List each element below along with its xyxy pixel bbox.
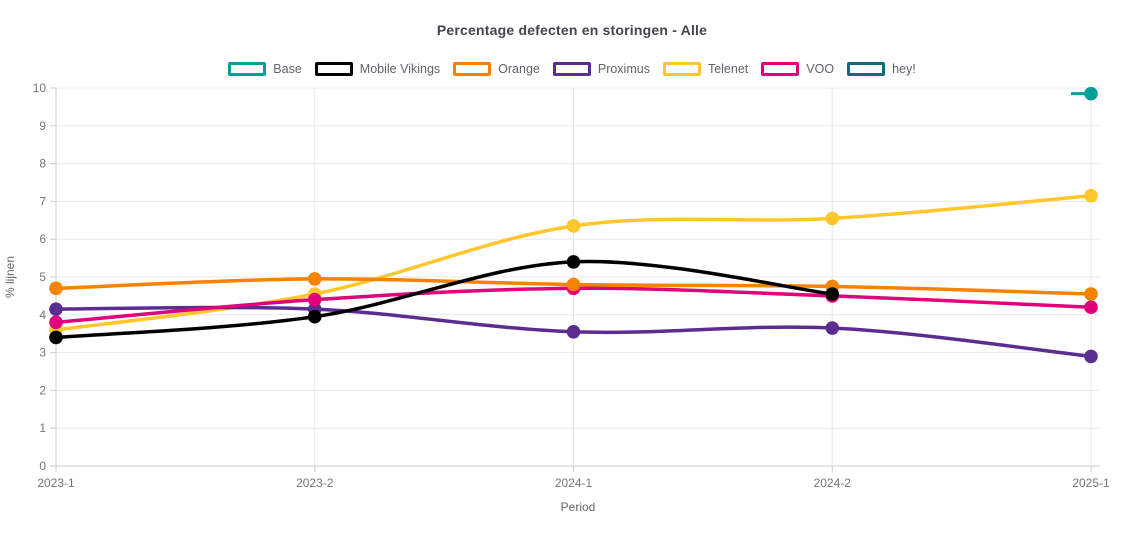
legend-label: Base: [273, 62, 302, 76]
y-axis-tick-label: 2: [39, 383, 46, 397]
legend-item-telenet[interactable]: Telenet: [662, 62, 749, 76]
y-axis-tick-label: 4: [39, 308, 46, 322]
legend-swatch-icon: [453, 62, 492, 76]
data-point-proximus-2023-1[interactable]: [49, 302, 63, 316]
legend-item-orange[interactable]: Orange: [453, 62, 540, 76]
data-point-mobile-vikings-2024-1[interactable]: [566, 255, 581, 269]
data-point-telenet-2024-2[interactable]: [825, 211, 840, 226]
legend-label: VOO: [806, 62, 835, 76]
legend-label: hey!: [892, 62, 916, 76]
y-axis-tick-label: 6: [39, 232, 46, 246]
chart-title: Percentage defecten en storingen - Alle: [436, 22, 708, 38]
legend-label: Proximus: [597, 62, 650, 76]
x-axis-tick-label: 2025-1: [1072, 476, 1110, 490]
data-point-proximus-2024-1[interactable]: [566, 325, 581, 339]
chart-legend: Base Mobile Vikings Orange Proximus Telenet V…: [0, 62, 1144, 76]
data-point-mobile-vikings-2023-2[interactable]: [307, 309, 322, 324]
data-point-orange-2023-1[interactable]: [49, 281, 63, 296]
legend-swatch-icon: [228, 62, 267, 76]
legend-item-hey[interactable]: hey!: [847, 62, 916, 76]
x-axis-tick-label: 2024-1: [555, 476, 593, 490]
x-axis-tick-label: 2024-2: [814, 476, 852, 490]
data-point-telenet-2025-1[interactable]: [1084, 188, 1098, 203]
y-axis-tick-label: 10: [33, 81, 47, 95]
data-point-voo-2023-1[interactable]: [49, 315, 63, 330]
x-axis-title: Period: [561, 500, 596, 514]
data-point-base-2025-1[interactable]: [1084, 86, 1098, 101]
legend-label: Orange: [498, 62, 540, 76]
data-point-voo-2025-1[interactable]: [1084, 300, 1098, 315]
data-point-proximus-2025-1[interactable]: [1084, 349, 1098, 364]
legend-item-mobile-vikings[interactable]: Mobile Vikings: [314, 62, 441, 76]
y-axis-tick-label: 0: [39, 459, 46, 473]
y-axis-tick-label: 5: [39, 270, 46, 284]
y-axis-tick-label: 1: [39, 421, 46, 435]
y-axis-tick-label: 7: [39, 194, 46, 208]
legend-item-base[interactable]: Base: [228, 62, 302, 76]
data-point-voo-2023-2[interactable]: [307, 292, 322, 307]
x-axis-tick-label: 2023-2: [296, 476, 334, 490]
y-axis-tick-label: 8: [39, 157, 46, 171]
legend-label: Mobile Vikings: [359, 62, 441, 76]
y-axis-tick-label: 9: [39, 119, 46, 133]
series-line-mobile-vikings[interactable]: [54, 259, 834, 340]
data-point-mobile-vikings-2023-1[interactable]: [49, 330, 63, 345]
legend-swatch-icon: [847, 62, 886, 76]
legend-swatch-icon: [314, 62, 353, 76]
y-axis-title: % lijnen: [3, 256, 17, 298]
data-point-proximus-2024-2[interactable]: [825, 321, 840, 335]
data-point-orange-2025-1[interactable]: [1084, 287, 1098, 301]
legend-label: Telenet: [707, 62, 749, 76]
legend-swatch-icon: [552, 62, 591, 76]
legend-swatch-icon: [761, 62, 800, 76]
data-point-mobile-vikings-2024-2[interactable]: [825, 287, 840, 301]
legend-swatch-icon: [662, 62, 701, 76]
y-axis-tick-label: 3: [39, 346, 46, 360]
legend-item-proximus[interactable]: Proximus: [552, 62, 650, 76]
x-axis-tick-label: 2023-1: [37, 476, 75, 490]
legend-item-voo[interactable]: VOO: [761, 62, 834, 76]
data-point-telenet-2024-1[interactable]: [566, 219, 581, 233]
data-point-orange-2024-1[interactable]: [566, 277, 581, 292]
data-point-orange-2023-2[interactable]: [307, 272, 322, 286]
